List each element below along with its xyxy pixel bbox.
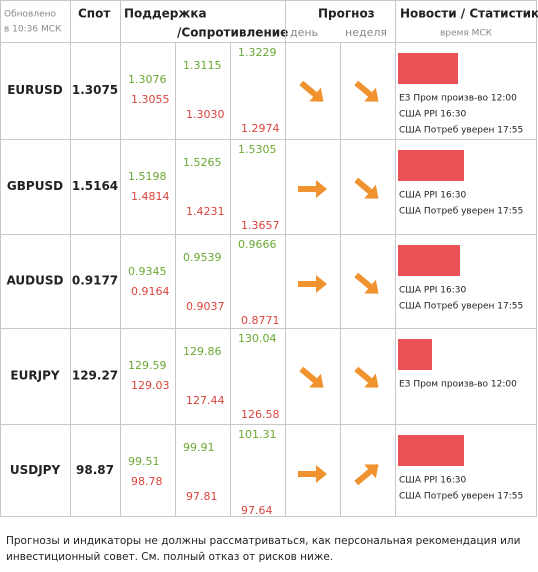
disclaimer: Прогнозы и индикаторы не должны рассматр… (6, 535, 520, 547)
week-header: неделя (345, 26, 387, 39)
table-border (0, 0, 537, 517)
arrow-shaft (354, 80, 374, 99)
arrow-head (364, 464, 379, 479)
news-bar (398, 435, 464, 466)
arrow-shaft (299, 80, 319, 99)
support-level: 1.2974 (241, 122, 280, 135)
disclaimer: инвестиционный совет. См. полный отказ о… (6, 551, 333, 563)
spot: 129.27 (72, 369, 118, 383)
arrow-shaft (354, 272, 374, 291)
week-arrow (354, 366, 379, 388)
arrow-shaft (354, 366, 374, 385)
header: Обновлено в 10:36 МСК Спот Поддержка /Со… (4, 7, 538, 40)
news-item: США Потреб уверен 17:55 (399, 207, 523, 217)
news-item: США PPI 16:30 (399, 476, 467, 486)
resistance-level: 0.9666 (238, 238, 277, 251)
day-arrow (299, 366, 324, 388)
news-bar (398, 245, 460, 276)
support-level: 0.8771 (241, 314, 280, 327)
arrow-head (309, 373, 324, 388)
news-item: США Потреб уверен 17:55 (399, 126, 523, 136)
resistance-level: 1.5305 (238, 143, 277, 156)
pair: USDJPY (10, 463, 61, 477)
day-arrow (298, 465, 327, 483)
support-level: 0.9037 (186, 300, 225, 313)
support-level: 126.58 (241, 408, 280, 421)
arrow-shaft (354, 177, 374, 196)
arrow-head (309, 87, 324, 102)
spot: 98.87 (76, 463, 114, 477)
support-level: 129.03 (131, 379, 170, 392)
arrow-shaft (299, 366, 319, 385)
pair: EURJPY (10, 369, 59, 383)
news-item: США PPI 16:30 (399, 191, 467, 201)
news-bar (398, 150, 464, 181)
updated: Обновлено (4, 10, 57, 20)
week-arrow (354, 177, 379, 199)
support-level: 97.64 (241, 504, 273, 517)
arrow-head (364, 87, 379, 102)
news-bar (398, 53, 458, 84)
support-level: 97.81 (186, 490, 218, 503)
news-item: ЕЗ Пром произв-во 12:00 (399, 380, 517, 390)
day-arrow (298, 275, 327, 293)
spot-header: Спот (78, 7, 110, 21)
news-bar (398, 339, 432, 370)
pair: AUDUSD (7, 274, 64, 288)
support-level: 1.4814 (131, 190, 170, 203)
support-level: 1.3657 (241, 219, 280, 232)
support-header: Поддержка (124, 7, 207, 21)
news-item: ЕЗ Пром произв-во 12:00 (399, 94, 517, 104)
news-header: Новости / Статистика (400, 7, 538, 21)
day-arrow (299, 80, 324, 102)
resistance-header: /Сопротивление (177, 26, 288, 40)
spot: 0.9177 (72, 274, 118, 288)
forecast-header: Прогноз (318, 7, 375, 21)
spot: 1.3075 (72, 83, 118, 97)
day-arrow (298, 180, 327, 198)
arrow-shaft (354, 467, 374, 486)
news-item: США Потреб уверен 17:55 (399, 302, 523, 312)
week-arrow (354, 80, 379, 102)
support-level: 127.44 (186, 394, 225, 407)
resistance-level: 130.04 (238, 332, 277, 345)
updated-time: в 10:36 МСК (4, 25, 62, 35)
resistance-level: 0.9539 (183, 251, 222, 264)
resistance-level: 129.86 (183, 345, 222, 358)
resistance-level: 1.3115 (183, 59, 222, 72)
support-level: 98.78 (131, 475, 163, 488)
arrow-head (364, 279, 379, 294)
spot: 1.5164 (72, 179, 118, 193)
week-arrow (354, 464, 379, 486)
pair: GBPUSD (7, 179, 63, 193)
arrow-head (316, 465, 327, 483)
resistance-level: 99.91 (183, 441, 215, 454)
day-header: день (290, 26, 318, 39)
news-item: США Потреб уверен 17:55 (399, 492, 523, 502)
resistance-level: 101.31 (238, 428, 277, 441)
resistance-level: 99.51 (128, 455, 160, 468)
resistance-level: 1.3076 (128, 73, 167, 86)
arrow-head (316, 180, 327, 198)
resistance-level: 129.59 (128, 359, 167, 372)
arrow-head (364, 373, 379, 388)
support-level: 1.3030 (186, 108, 225, 121)
week-arrow (354, 272, 379, 294)
support-level: 0.9164 (131, 285, 170, 298)
support-level: 1.4231 (186, 205, 225, 218)
support-level: 1.3055 (131, 93, 170, 106)
resistance-level: 1.3229 (238, 46, 277, 59)
pair: EURUSD (7, 83, 63, 97)
news-item: США PPI 16:30 (399, 286, 467, 296)
arrow-head (316, 275, 327, 293)
resistance-level: 1.5198 (128, 170, 167, 183)
news-time: время МСК (440, 29, 493, 39)
arrow-head (364, 184, 379, 199)
news-item: США PPI 16:30 (399, 110, 467, 120)
resistance-level: 0.9345 (128, 265, 167, 278)
resistance-level: 1.5265 (183, 156, 222, 169)
